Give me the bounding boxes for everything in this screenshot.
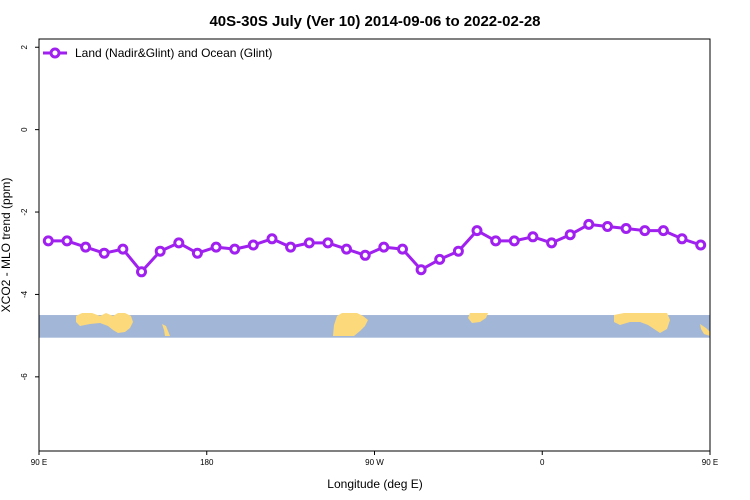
data-point — [61, 235, 73, 247]
x-axis-label: Longitude (deg E) — [327, 477, 422, 491]
x-tick-label: 180 — [200, 458, 214, 467]
y-tick-label: -2 — [20, 208, 29, 216]
data-point — [322, 237, 334, 249]
data-point — [527, 231, 539, 243]
data-point — [620, 223, 632, 234]
map-landmass — [76, 313, 133, 333]
data-point — [173, 237, 185, 249]
x-tick-label: 90 E — [702, 458, 718, 467]
data-point — [415, 264, 427, 276]
map-landmass — [468, 313, 488, 323]
data-point — [191, 247, 203, 259]
data-point — [117, 243, 129, 255]
x-tick-label: 90 E — [31, 458, 47, 467]
data-point — [564, 229, 576, 241]
data-point — [508, 235, 520, 247]
data-point — [695, 239, 707, 251]
data-point — [210, 241, 222, 253]
data-point — [285, 241, 297, 253]
data-point — [546, 237, 558, 249]
data-point — [303, 237, 315, 249]
series-line — [48, 222, 702, 274]
data-point — [341, 243, 352, 255]
y-tick-label: -6 — [20, 373, 29, 381]
x-tick-label: 90 W — [365, 458, 384, 467]
data-point — [247, 239, 259, 251]
y-tick-label: 2 — [20, 44, 29, 49]
map-landmass — [333, 313, 368, 336]
data-point — [452, 245, 464, 257]
data-point — [42, 235, 54, 247]
data-point — [98, 247, 110, 259]
data-point — [602, 221, 613, 232]
x-tick-label: 0 — [540, 458, 545, 467]
y-tick-label: 0 — [20, 127, 29, 132]
map-landmass — [162, 324, 170, 336]
plot-marks — [42, 218, 707, 278]
data-point — [434, 253, 446, 265]
data-point — [583, 218, 595, 230]
legend-marker — [49, 47, 61, 59]
map-ocean-band — [39, 315, 710, 338]
map-landmass — [614, 313, 670, 333]
y-axis: 2 0 -2 -4 -6 — [20, 44, 39, 380]
legend: Land (Nadir&Glint) and Ocean (Glint) — [43, 46, 272, 60]
data-point — [378, 241, 390, 253]
data-point — [639, 225, 651, 237]
data-point — [154, 245, 166, 257]
chart-title: 40S-30S July (Ver 10) 2014-09-06 to 2022… — [209, 13, 540, 30]
data-point — [471, 225, 483, 237]
data-point — [657, 225, 669, 237]
data-point — [397, 243, 408, 255]
data-point — [80, 241, 92, 253]
data-point — [266, 233, 278, 245]
map-strip — [39, 313, 710, 338]
data-point — [676, 233, 688, 245]
map-landmass — [700, 324, 710, 336]
data-point — [229, 243, 241, 255]
y-tick-label: -4 — [20, 290, 29, 298]
legend-label: Land (Nadir&Glint) and Ocean (Glint) — [75, 46, 272, 60]
plot-frame — [38, 38, 711, 452]
y-axis-label: XCO2 - MLO trend (ppm) — [0, 178, 13, 313]
data-point — [490, 235, 502, 247]
data-point — [359, 249, 371, 261]
data-point — [136, 266, 147, 278]
